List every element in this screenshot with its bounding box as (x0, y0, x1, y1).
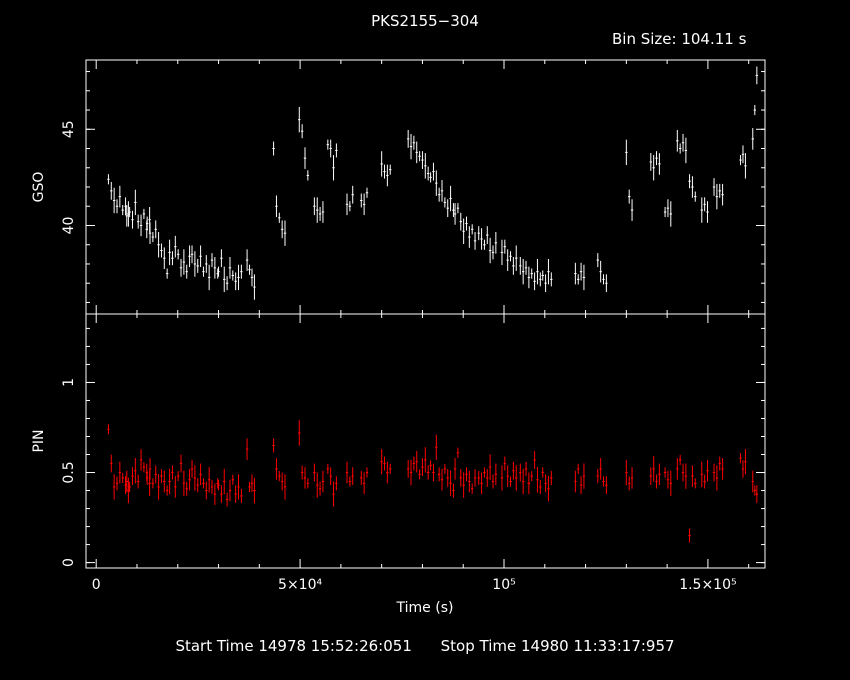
data-segment (313, 197, 325, 223)
data-segment (360, 467, 369, 495)
bin-size-label: Bin Size: 104.11 s (612, 30, 747, 48)
data-segment (345, 185, 354, 216)
x-axis-label: Time (s) (396, 600, 454, 616)
data-segment (406, 447, 430, 486)
data-segment (125, 189, 151, 239)
pin-y-axis-label: PIN (31, 429, 47, 452)
x-tick-label: 5×10⁴ (278, 577, 322, 593)
data-segment (625, 459, 634, 491)
data-segment (700, 459, 709, 489)
data-segment (751, 470, 759, 504)
data-segment (107, 174, 130, 227)
data-segment (453, 203, 477, 250)
data-segment (676, 130, 688, 164)
data-segment (712, 178, 724, 210)
gso-frame (85, 59, 766, 315)
data-segment (380, 449, 392, 484)
data-segment (429, 434, 455, 498)
data-segment (360, 187, 369, 216)
data-segment (477, 454, 498, 495)
footer: Start Time 14978 15:52:26:051 Stop Time … (0, 637, 850, 655)
data-segment (453, 447, 477, 498)
data-segment (245, 438, 256, 504)
data-segment (168, 454, 191, 498)
data-segment (190, 460, 219, 505)
x-tick-label: 10⁵ (492, 577, 515, 593)
data-segment (272, 438, 287, 500)
data-segment (541, 258, 553, 293)
y-tick-label: 45 (61, 120, 77, 138)
pin-frame (85, 313, 766, 569)
data-segment (217, 249, 243, 293)
gso-panel: 40 45 (61, 59, 766, 315)
data-segment (190, 245, 219, 291)
data-segment (739, 145, 747, 179)
data-segment (574, 262, 586, 291)
data-segment (649, 151, 661, 181)
y-tick-label: 0.5 (61, 461, 77, 483)
data-segment (688, 174, 697, 202)
data-segment (700, 197, 709, 223)
data-segment (519, 451, 542, 495)
data-segment (429, 162, 455, 218)
gso-y-axis-label: GSO (31, 172, 47, 203)
data-segment (541, 467, 553, 502)
data-segment (145, 216, 169, 279)
data-segment (596, 253, 608, 293)
data-segment (107, 424, 130, 504)
data-segment (649, 456, 661, 489)
data-segment (406, 130, 430, 181)
data-segment (663, 199, 672, 227)
data-segment (380, 151, 392, 187)
data-segment (625, 139, 634, 221)
x-axis: 0 5×10⁴ 10⁵ 1.5×10⁵ (92, 577, 737, 593)
data-segment (326, 463, 338, 507)
chart-title: PKS2155−304 (371, 12, 479, 30)
data-segment (676, 454, 688, 489)
stop-time: Stop Time 14980 11:33:17:957 (440, 637, 675, 655)
data-segment (739, 449, 747, 478)
data-segment (596, 458, 608, 495)
data-segment (345, 461, 354, 487)
data-segment (245, 249, 256, 300)
data-segment (519, 257, 542, 291)
start-time: Start Time 14978 15:52:26:051 (175, 637, 412, 655)
data-segment (574, 463, 586, 495)
data-segment (751, 66, 759, 150)
data-segment (663, 467, 672, 497)
y-tick-label: 40 (61, 217, 77, 235)
data-segment (712, 456, 724, 491)
data-segment (313, 463, 325, 498)
data-segment (500, 456, 518, 491)
pin-panel: 00.51 (61, 313, 766, 569)
data-segment (298, 420, 310, 489)
x-tick-label: 1.5×10⁵ (679, 577, 736, 593)
data-segment (298, 106, 310, 181)
data-segment (272, 141, 287, 246)
data-segment (326, 139, 338, 181)
x-tick-label: 0 (92, 577, 101, 593)
data-segment (168, 235, 191, 279)
y-tick-label: 0 (61, 558, 77, 567)
data-segment (688, 465, 697, 543)
data-segment (217, 468, 243, 507)
data-segment (145, 458, 169, 500)
data-segment (477, 226, 498, 264)
y-tick-label: 1 (61, 378, 77, 387)
data-segment (500, 239, 518, 275)
